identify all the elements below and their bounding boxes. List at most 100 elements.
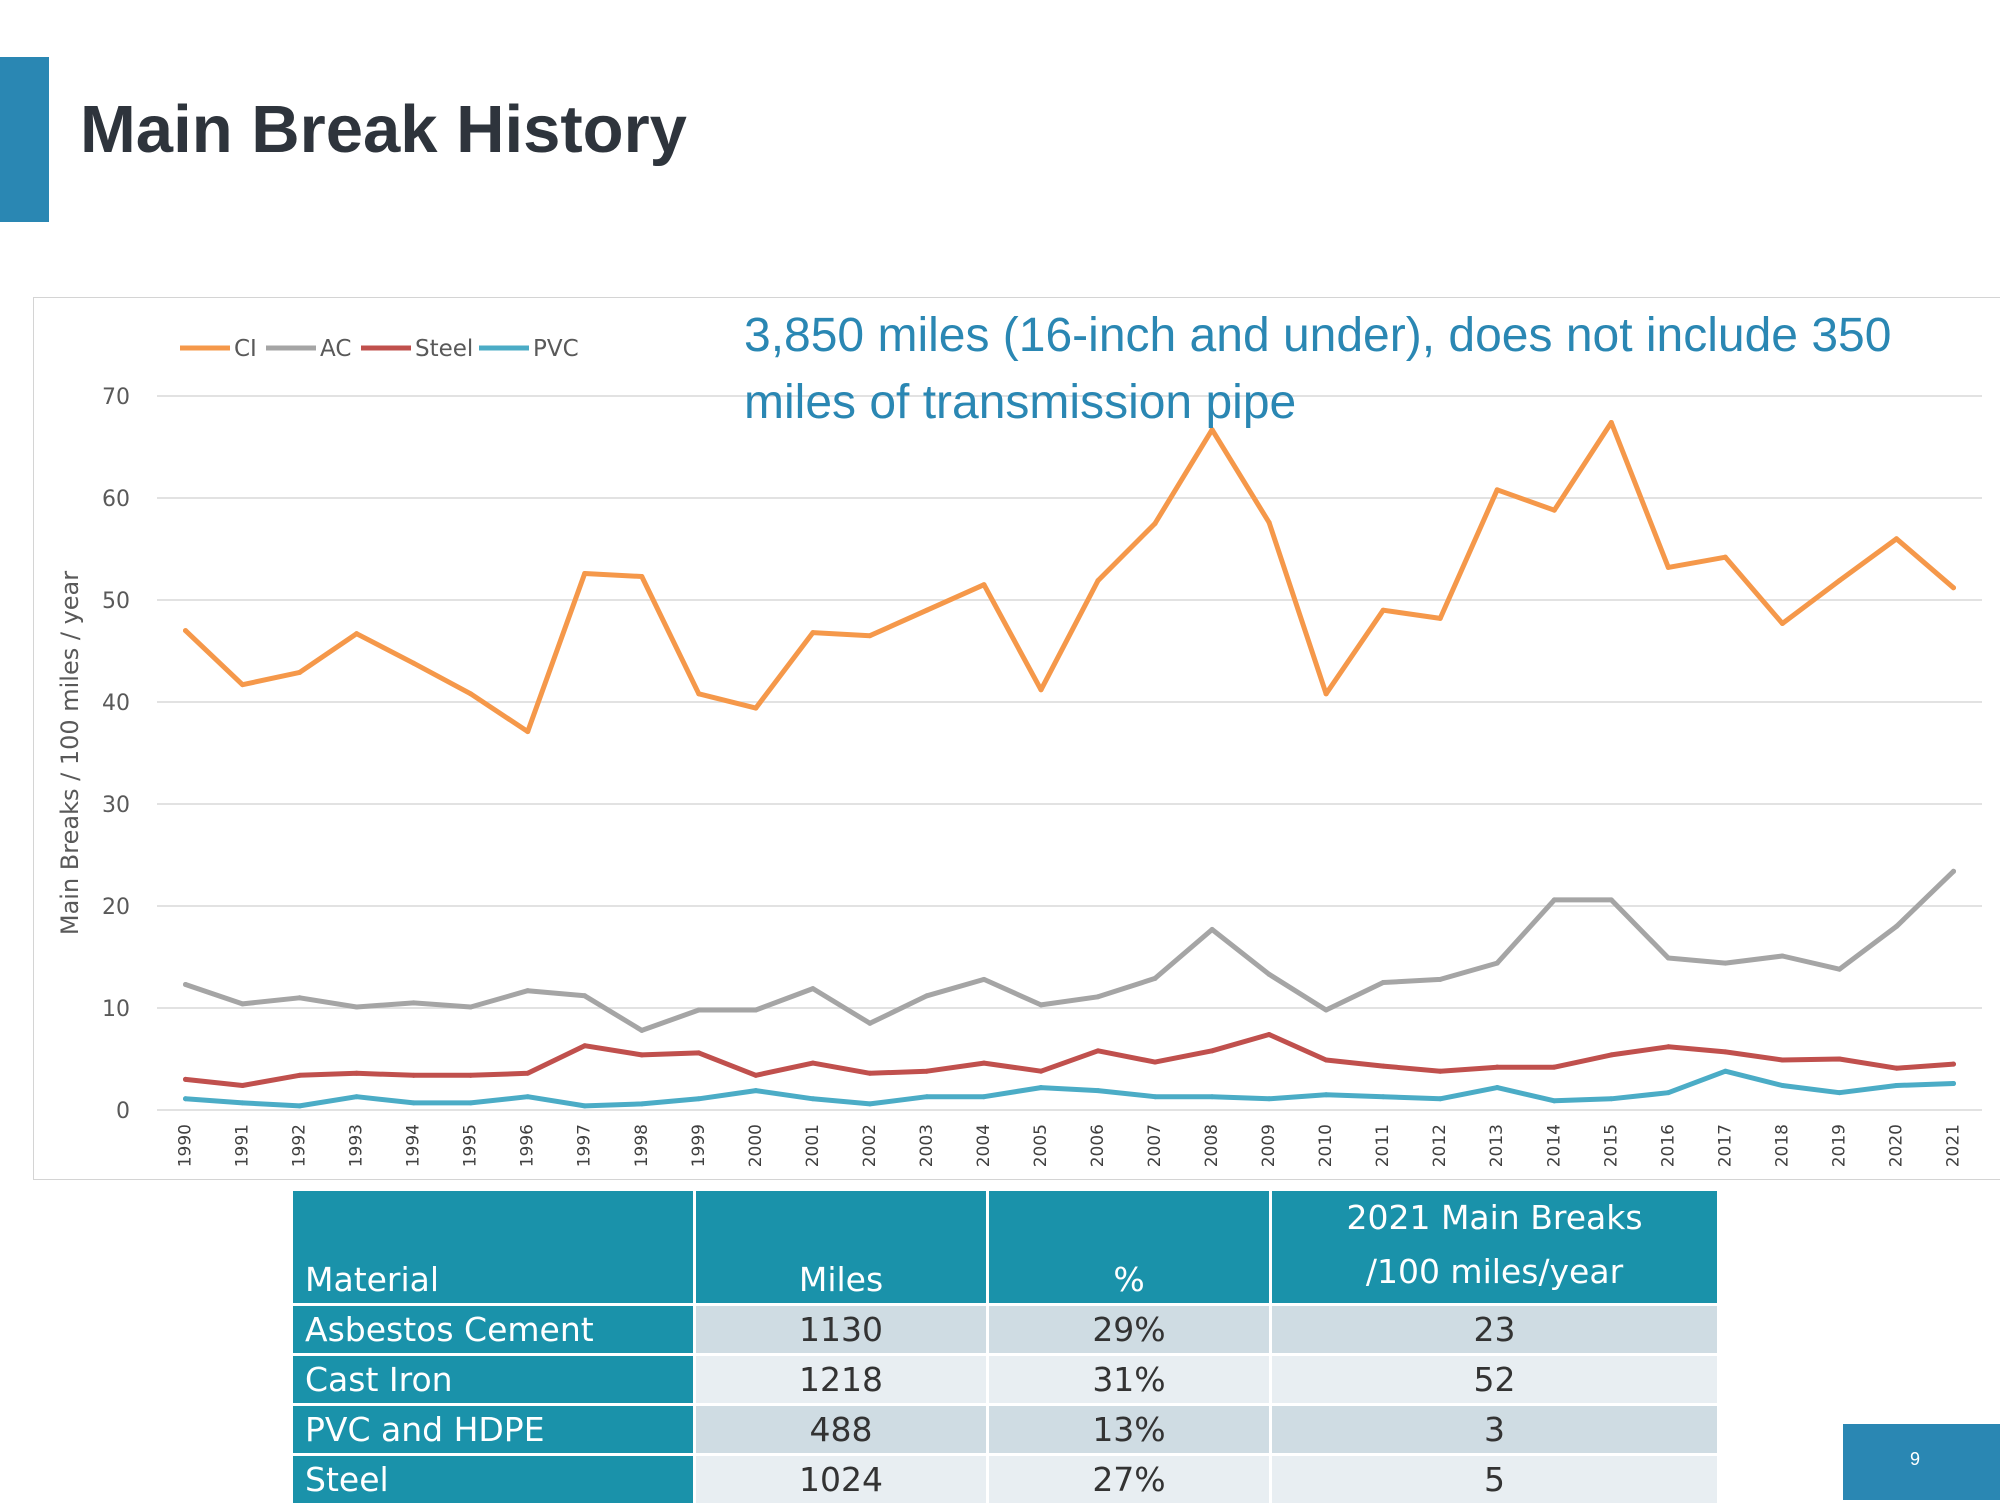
data-point-pvc [525,1094,531,1100]
data-point-steel [1722,1049,1728,1055]
data-point-ci [753,705,759,711]
x-tick-label: 2019 [1829,1124,1849,1167]
x-tick-label: 2007 [1145,1124,1165,1167]
data-point-ci [1266,519,1272,525]
y-tick-label: 40 [102,691,130,716]
cell-breaks: 5 [1269,1453,1720,1506]
header-percent: % [986,1188,1272,1306]
page-number: 9 [1910,1449,1921,1469]
data-point-ci [183,628,189,634]
cell-percent: 27% [986,1453,1272,1506]
data-point-ci [1893,536,1899,542]
x-tick-label: 2004 [974,1124,994,1167]
data-point-ac [240,1001,246,1007]
data-point-ac [1494,960,1500,966]
data-point-ac [1266,971,1272,977]
y-tick-label: 70 [102,385,130,410]
page-number-box [1843,1424,2000,1500]
data-point-steel [1095,1048,1101,1054]
y-tick-label: 20 [102,895,130,920]
data-point-steel [1779,1057,1785,1063]
data-point-steel [696,1050,702,1056]
legend-label-steel: Steel [415,336,473,362]
data-point-pvc [1608,1096,1614,1102]
data-point-ac [1209,926,1215,932]
data-point-ac [810,986,816,992]
table-row: Cast Iron 1218 31% 52 [290,1353,1720,1406]
x-tick-label: 1994 [404,1124,424,1167]
data-point-ac [753,1007,759,1013]
data-point-steel [1209,1048,1215,1054]
data-point-ac [525,988,531,994]
data-point-pvc [468,1100,474,1106]
slide-title: Main Break History [80,92,687,167]
x-tick-label: 2003 [917,1124,937,1167]
header-breaks-line2: /100 miles/year [1365,1252,1624,1291]
data-point-steel [1836,1056,1842,1062]
data-point-ac [639,1027,645,1033]
header-breaks-line1: 2021 Main Breaks [1346,1198,1643,1237]
table-row: Asbestos Cement 1130 29% 23 [290,1303,1720,1356]
data-point-ac [1038,1002,1044,1008]
cell-material: Steel [290,1453,696,1506]
data-point-ci [297,669,303,675]
series-line-steel [183,1032,1956,1088]
data-point-steel [639,1052,645,1058]
data-point-pvc [297,1103,303,1109]
data-point-steel [183,1076,189,1082]
data-point-pvc [981,1094,987,1100]
data-point-ac [696,1007,702,1013]
data-point-pvc [411,1100,417,1106]
cell-miles: 488 [693,1403,989,1456]
data-point-ac [1950,868,1956,874]
y-tick-label: 50 [102,589,130,614]
x-tick-label: 1993 [347,1124,367,1167]
data-point-ci [1722,554,1728,560]
data-point-steel [1950,1061,1956,1067]
data-point-steel [1494,1064,1500,1070]
x-tick-label: 2010 [1316,1124,1336,1167]
data-point-ci [867,633,873,639]
legend-label-pvc: PVC [533,336,579,362]
x-tick-label: 2002 [860,1124,880,1167]
data-point-steel [1437,1068,1443,1074]
data-point-ac [1095,994,1101,1000]
cell-percent: 31% [986,1353,1272,1406]
data-point-ac [1608,897,1614,903]
x-tick-label: 2016 [1658,1124,1678,1167]
data-point-pvc [639,1101,645,1107]
data-point-ci [1836,578,1842,584]
data-point-ac [1152,975,1158,981]
data-point-ac [924,993,930,999]
data-point-steel [411,1072,417,1078]
data-point-pvc [1836,1090,1842,1096]
data-point-ci [1494,487,1500,493]
data-point-pvc [753,1088,759,1094]
data-point-pvc [1779,1083,1785,1089]
data-point-pvc [1551,1098,1557,1104]
x-tick-label: 2006 [1088,1124,1108,1167]
data-point-pvc [924,1094,930,1100]
cell-miles: 1218 [693,1353,989,1406]
data-point-steel [753,1072,759,1078]
data-point-pvc [582,1103,588,1109]
cell-breaks: 3 [1269,1403,1720,1456]
x-tick-label: 2005 [1031,1124,1051,1167]
data-point-steel [1551,1064,1557,1070]
data-point-steel [468,1072,474,1078]
data-point-ac [1779,953,1785,959]
data-point-steel [525,1070,531,1076]
data-point-ci [1608,420,1614,426]
data-point-ci [1095,578,1101,584]
y-tick-label: 10 [102,997,130,1022]
y-tick-label: 60 [102,487,130,512]
data-point-pvc [1266,1096,1272,1102]
data-point-ci [1950,585,1956,591]
data-point-steel [1152,1059,1158,1065]
series-line-pvc [183,1068,1956,1109]
data-point-pvc [240,1100,246,1106]
x-tick-label: 1998 [632,1124,652,1167]
data-point-ci [1038,687,1044,693]
data-point-ci [1323,691,1329,697]
